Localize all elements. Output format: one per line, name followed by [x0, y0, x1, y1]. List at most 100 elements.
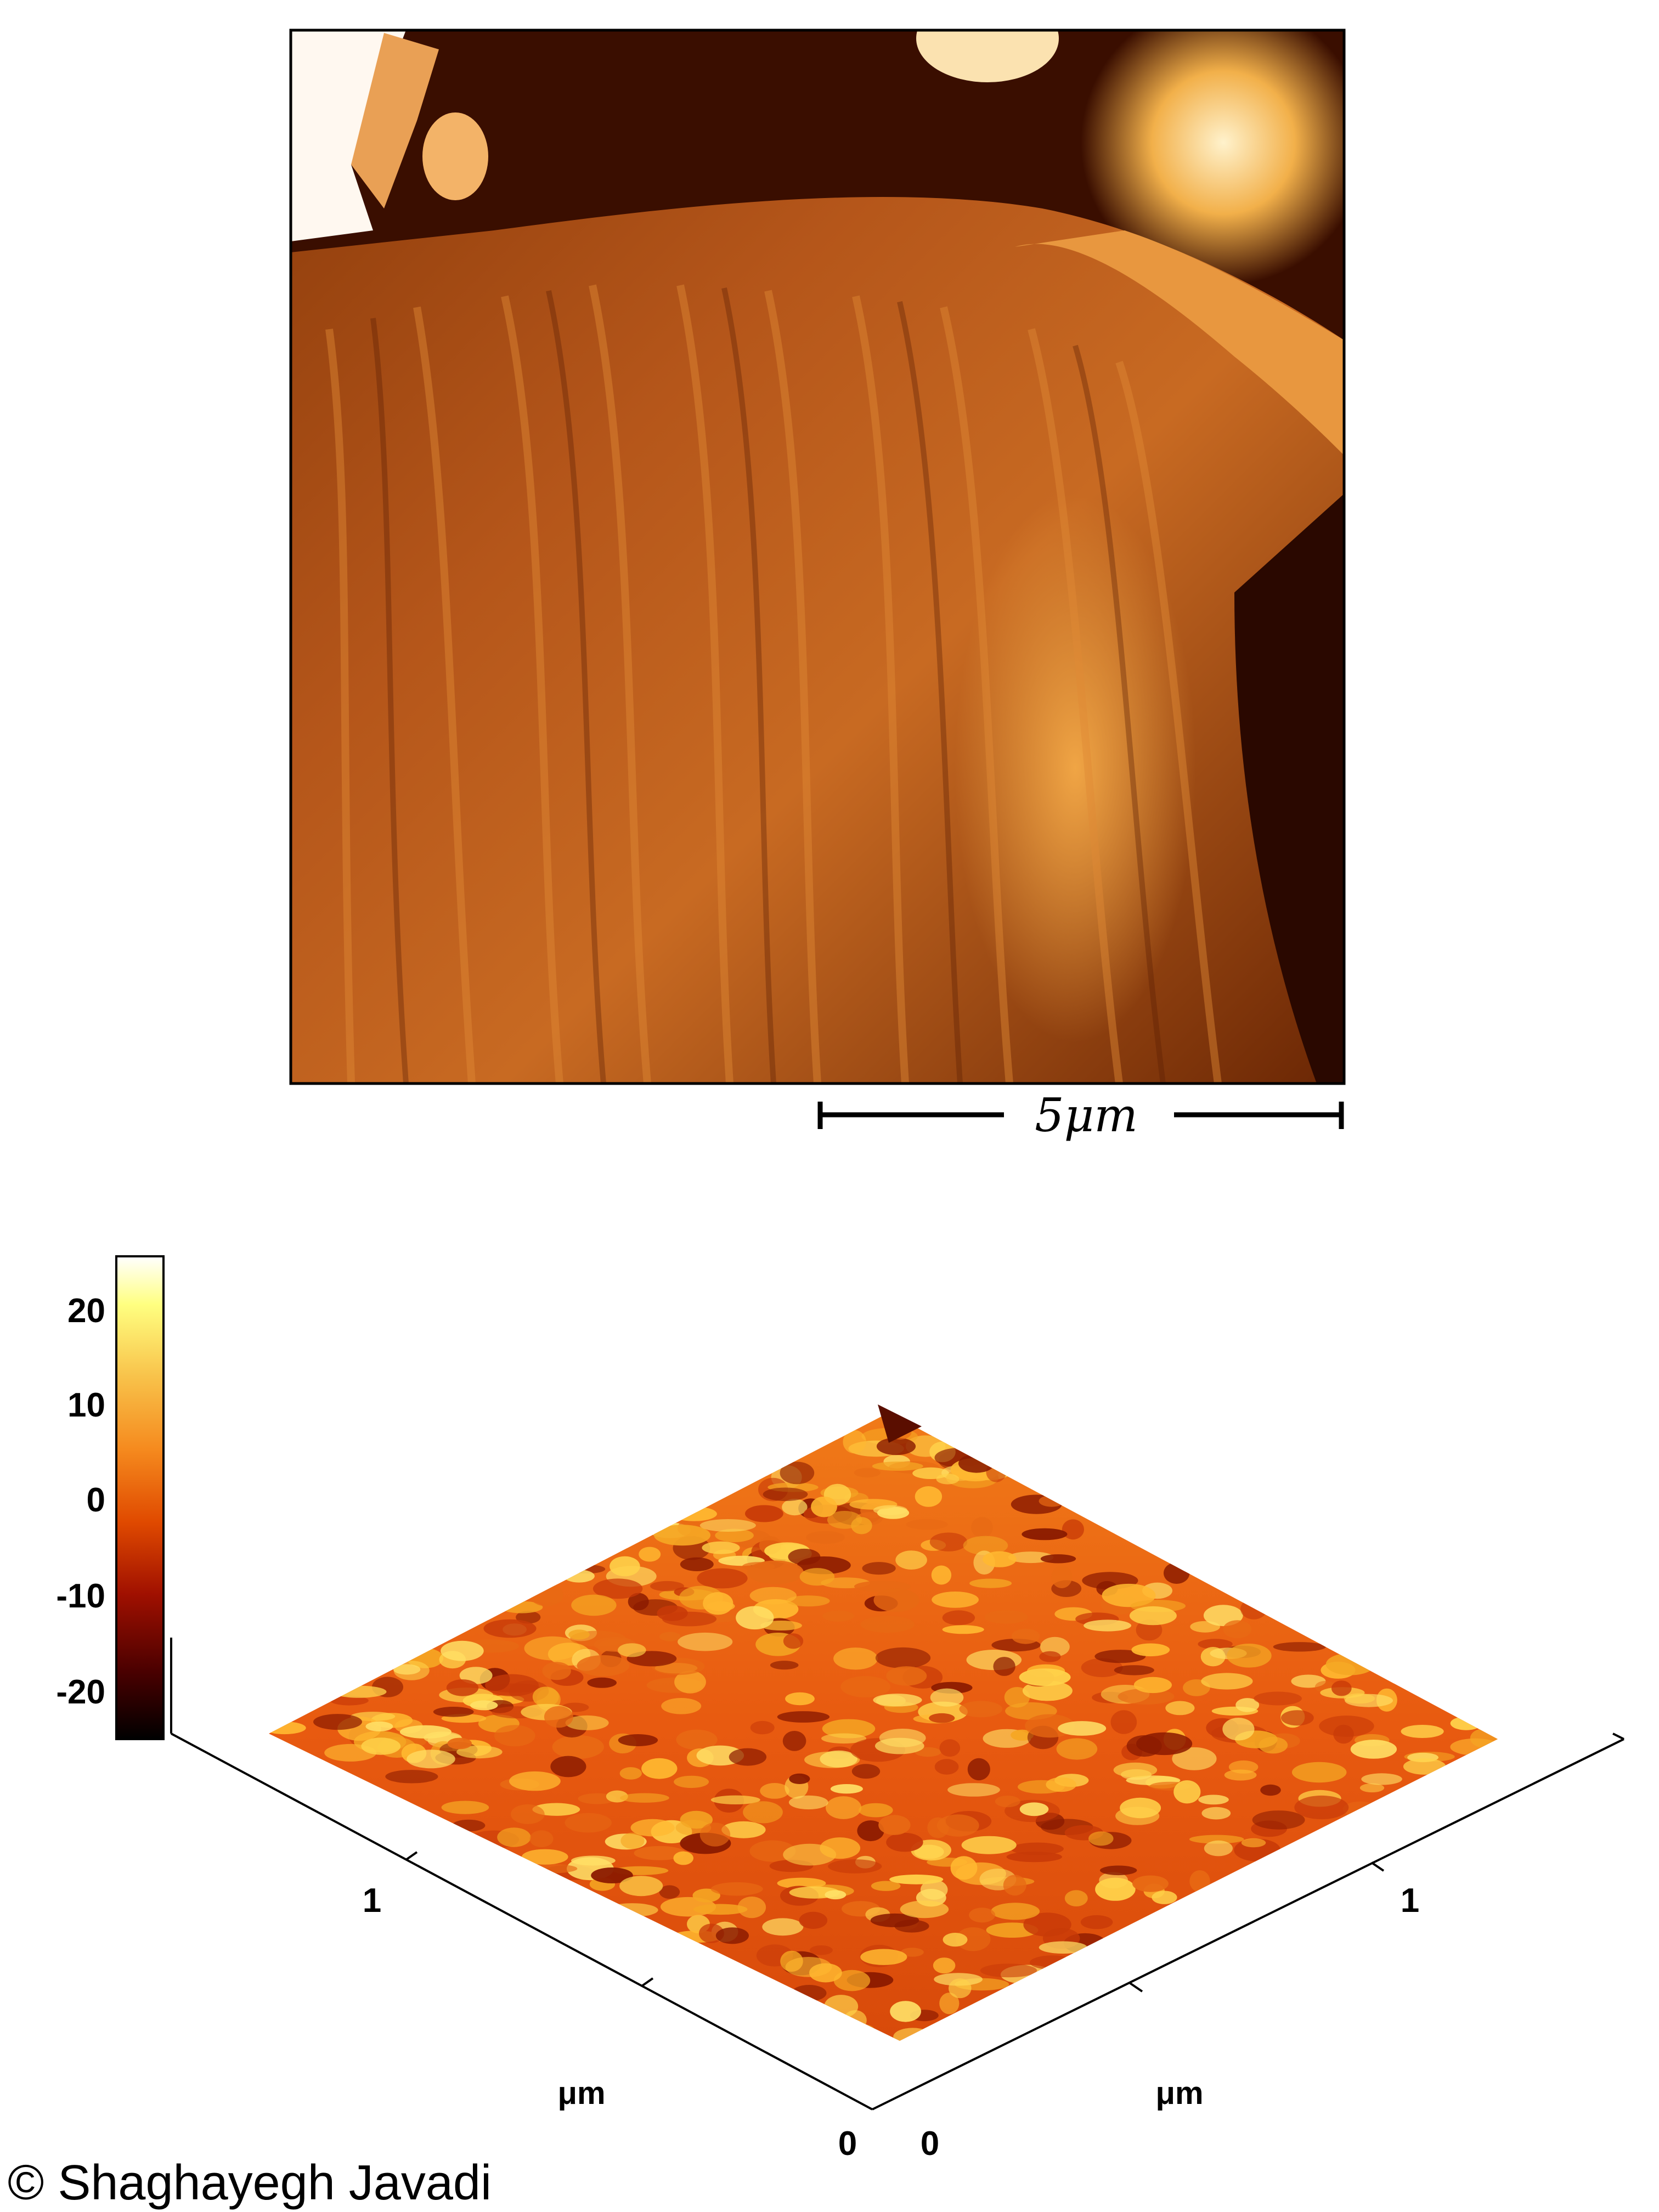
surface-bump — [1019, 1668, 1071, 1686]
surface-bump — [1003, 1875, 1026, 1896]
surface-bump — [851, 1517, 872, 1534]
surface-bump — [839, 2023, 874, 2035]
surface-bump — [510, 1804, 545, 1824]
surface-bump — [963, 1536, 1008, 1555]
surface-bump — [470, 1700, 498, 1711]
surface-bump — [900, 1900, 949, 1918]
surface-bump — [825, 1890, 847, 1900]
surface-bump — [932, 1592, 979, 1608]
surface-bump — [809, 1945, 833, 1955]
surface-bump — [639, 1547, 661, 1562]
surface-bump — [674, 1775, 709, 1788]
surface-bump — [942, 1610, 975, 1626]
surface-bump — [843, 2010, 867, 2030]
surface-bump — [1173, 1780, 1201, 1804]
surface-bump — [606, 1903, 658, 1917]
surface-bump — [1056, 1738, 1098, 1760]
surface-bump — [1359, 1783, 1385, 1793]
surface-bump — [893, 2028, 932, 2041]
surface-bump — [751, 1989, 801, 2004]
surface-bump — [710, 1795, 760, 1804]
surface-bump — [1189, 1835, 1244, 1844]
surface-bump — [497, 1827, 531, 1847]
surface-bump — [873, 1588, 919, 1612]
surface-bump — [1039, 1651, 1061, 1662]
surface-bump — [1344, 1693, 1375, 1704]
surface-bump — [521, 1864, 578, 1874]
surface-bump — [876, 1437, 916, 1455]
surface-bump — [703, 1592, 733, 1615]
surface-bump — [365, 1721, 393, 1731]
surface-bump — [1198, 1795, 1229, 1805]
surface-bump — [780, 1462, 815, 1485]
surface-bump — [878, 1815, 911, 1835]
surface-bump — [1291, 1762, 1347, 1783]
surface-bump — [1172, 1747, 1217, 1770]
surface-bump — [361, 1737, 401, 1755]
surface-bump — [1129, 1606, 1177, 1626]
surface-bump — [1133, 1677, 1172, 1694]
surface-bump — [1040, 1554, 1076, 1564]
surface-bump — [1165, 1701, 1195, 1716]
surface-bump — [991, 1903, 1040, 1920]
surface-bump — [571, 1594, 617, 1616]
surface-bump — [879, 1729, 926, 1747]
surface-bump — [862, 1562, 896, 1575]
surface-bump — [971, 1517, 993, 1538]
surface-bump — [1029, 1955, 1075, 1970]
surface-bump — [1039, 1495, 1065, 1507]
surface-bump — [939, 1993, 960, 2015]
surface-bump — [565, 1813, 612, 1833]
surface-bump — [729, 1748, 767, 1766]
surface-bump — [699, 1519, 756, 1532]
surface-bump — [620, 1832, 645, 1849]
afm-image-frame — [289, 29, 1346, 1085]
colorbar-tick-neg20: -20 — [56, 1673, 105, 1711]
surface-bump — [452, 1819, 486, 1832]
left-axis-tick-0: 0 — [838, 2125, 857, 2163]
colorbar: 20 10 0 -10 -20 — [56, 1255, 165, 1740]
surface-bump — [1198, 1639, 1233, 1650]
surface-bump — [393, 1664, 421, 1675]
surface-bump — [1227, 1644, 1272, 1668]
surface-bump — [494, 1725, 535, 1747]
surface-bump — [736, 1606, 774, 1630]
scale-bar: 5μm — [817, 1088, 1344, 1142]
surface-bump — [830, 1784, 863, 1794]
surface-bump — [571, 1855, 616, 1866]
surface-bump — [840, 1676, 890, 1698]
surface-bump — [1201, 1807, 1231, 1820]
surface-bump — [1241, 1838, 1266, 1848]
surface-bump — [821, 1733, 866, 1744]
surface-bump — [1132, 1875, 1169, 1892]
surface-bump — [873, 1694, 922, 1707]
surface-bump — [1152, 1891, 1177, 1904]
surface-bump — [895, 1550, 927, 1570]
surface-bump — [1204, 1840, 1233, 1857]
afm-3d-surface — [269, 1404, 1498, 2041]
surface-bump — [532, 1686, 559, 1707]
surface-bump — [1081, 1658, 1123, 1678]
surface-bump — [833, 1647, 878, 1670]
surface-bump — [959, 1701, 1003, 1718]
surface-bump — [1294, 1795, 1349, 1820]
right-axis-tick-1: 1 — [1401, 1882, 1419, 1920]
surface-bump — [934, 1759, 959, 1775]
surface-bump — [770, 1661, 799, 1670]
colorbar-tick-20: 20 — [67, 1292, 105, 1330]
surface-bump — [1331, 1680, 1352, 1696]
surface-bump — [929, 1532, 968, 1551]
surface-bump — [890, 2001, 921, 2022]
surface-bump — [670, 1506, 717, 1521]
surface-bump — [947, 1783, 1000, 1797]
surface-bump — [550, 1756, 586, 1778]
surface-bump — [1120, 1797, 1161, 1819]
surface-bump — [1259, 1736, 1288, 1754]
surface-bump — [565, 1715, 609, 1730]
surface-bump — [619, 1876, 663, 1897]
surface-bump — [564, 1888, 596, 1910]
surface-bump — [871, 1881, 901, 1891]
surface-bump — [777, 1877, 826, 1889]
surface-bump — [659, 1885, 680, 1899]
surface-bump — [693, 1904, 748, 1915]
